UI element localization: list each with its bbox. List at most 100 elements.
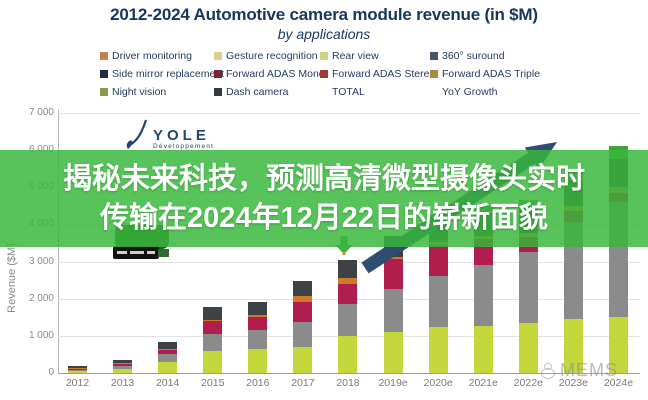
legend-swatch — [214, 52, 222, 60]
y-tick-label: 0 — [48, 367, 54, 378]
bar-segment-forward-adas-mono-2018 — [338, 283, 358, 305]
bar-2018 — [338, 0, 358, 400]
legend-swatch — [100, 70, 108, 78]
legend-item-360-suround: 360° suround — [430, 50, 505, 62]
x-tick-label-2016: 2016 — [246, 377, 270, 389]
camera-module-label — [113, 246, 159, 259]
x-tick-label-2012: 2012 — [65, 377, 90, 389]
bar-segment-driver-monitoring-2018 — [338, 278, 358, 284]
legend-item-dash-camera: Dash camera — [214, 86, 288, 98]
legend-label: Rear view — [332, 50, 379, 62]
legend-swatch — [214, 88, 222, 96]
bar-segment-forward-adas-mono-2012 — [68, 368, 87, 370]
legend-label: TOTAL — [332, 86, 365, 98]
bar-2016 — [248, 0, 268, 400]
bar-segment-rear-view-2012 — [68, 370, 87, 373]
bar-segment-rear-view-2018 — [338, 336, 358, 373]
legend-item-night-vision: Night vision — [100, 86, 166, 98]
yole-logo: YOLE Développement — [126, 118, 214, 150]
bar-segment-forward-adas-mono-2015 — [203, 321, 223, 335]
legend-item-driver-monitoring: Driver monitoring — [100, 50, 192, 62]
bar-segment-rear-view-2019e — [383, 332, 403, 373]
legend-swatch — [320, 52, 328, 60]
bar-segment-360-suround-2014 — [158, 354, 178, 362]
legend-swatch — [320, 70, 328, 78]
bar-segment-rear-view-2024e — [608, 317, 628, 373]
legend-label: Side mirror replacement — [112, 68, 225, 80]
x-tick-label-2019e: 2019e — [378, 377, 408, 389]
legend-label: YoY Growth — [442, 86, 498, 98]
bar-segment-driver-monitoring-2016 — [248, 314, 268, 318]
bar-segment-dash-camera-2016 — [248, 301, 268, 315]
legend-item-gesture-recognition: Gesture recognition — [214, 50, 318, 62]
legend-label: Night vision — [112, 86, 167, 98]
bar-segment-rear-view-2021e — [473, 325, 493, 373]
x-tick-label-2024e: 2024e — [603, 377, 634, 389]
x-tick-label-2022e: 2022e — [513, 377, 543, 389]
legend-item-side-mirror-replacement: Side mirror replacement — [100, 68, 224, 80]
gridline-7000 — [58, 113, 640, 115]
bar-segment-360-suround-2021e — [473, 265, 493, 326]
x-tick-label-2017: 2017 — [291, 377, 315, 389]
bar-segment-driver-monitoring-2019e — [383, 256, 403, 259]
legend-label: Forward ADAS Triple — [442, 68, 541, 80]
legend-item-forward-adas-triple: Forward ADAS Triple — [430, 68, 540, 80]
bar-segment-360-suround-2019e — [383, 289, 403, 333]
y-tick-label: 7 000 — [28, 107, 54, 119]
bar-segment-360-suround-2020e — [428, 275, 448, 328]
legend-label: Forward ADAS Mono — [226, 68, 325, 80]
legend-item-forward-adas-mono: Forward ADAS Mono — [214, 68, 325, 80]
legend-swatch — [100, 88, 108, 96]
bar-segment-rear-view-2020e — [428, 327, 448, 373]
y-tick-label: 1 000 — [28, 329, 54, 341]
bar-segment-rear-view-2013 — [113, 368, 133, 373]
bar-segment-driver-monitoring-2013 — [113, 362, 133, 364]
bar-segment-dash-camera-2015 — [203, 306, 223, 320]
bar-segment-360-suround-2018 — [338, 304, 358, 337]
legend-item-yoy-growth: YoY Growth — [430, 86, 497, 98]
bar-segment-dash-camera-2013 — [113, 360, 133, 363]
y-tick-label: 2 000 — [28, 292, 54, 304]
chart-title: 2012-2024 Automotive camera module reven… — [110, 5, 538, 24]
x-tick-label-2021e: 2021e — [468, 377, 498, 389]
legend-label: Dash camera — [226, 86, 289, 98]
bee-icon — [538, 362, 556, 379]
legend-item-forward-adas-stereo: Forward ADAS Stereo — [320, 68, 435, 80]
bar-2017 — [293, 0, 313, 400]
y-tick-label: 3 000 — [28, 255, 54, 267]
bar-segment-rear-view-2017 — [293, 347, 313, 373]
legend-swatch — [100, 52, 108, 60]
legend-item-rear-view: Rear view — [320, 50, 379, 62]
bar-segment-rear-view-2014 — [158, 361, 178, 373]
bar-segment-dash-camera-2018 — [338, 260, 358, 279]
x-tick-label-2013: 2013 — [110, 377, 135, 389]
bar-2012 — [68, 0, 87, 400]
bar-segment-forward-adas-mono-2017 — [293, 301, 313, 323]
bar-segment-forward-adas-mono-2016 — [248, 317, 268, 331]
bar-segment-360-suround-2012 — [68, 369, 87, 371]
bar-segment-driver-monitoring-2017 — [293, 296, 313, 302]
bar-segment-rear-view-2023e — [563, 318, 583, 373]
yole-swoosh-icon — [126, 119, 148, 149]
bar-2015 — [203, 0, 223, 400]
bar-segment-360-suround-2017 — [293, 322, 313, 347]
chart-subtitle: by applications — [277, 26, 371, 42]
y-tick-label: 6 000 — [12, 144, 54, 155]
bar-segment-driver-monitoring-2015 — [203, 319, 223, 322]
x-tick-label-2014: 2014 — [155, 377, 180, 389]
legend-label: Forward ADAS Stereo — [332, 68, 436, 80]
legend-item-total: TOTAL — [320, 86, 365, 98]
bar-segment-360-suround-2015 — [203, 334, 223, 352]
yole-logo-text: YOLE — [153, 127, 210, 144]
x-tick-label-2015: 2015 — [201, 377, 225, 389]
bar-segment-dash-camera-2017 — [293, 280, 313, 297]
x-axis-line — [58, 373, 640, 374]
bar-segment-forward-adas-mono-2014 — [158, 349, 178, 355]
bar-segment-360-suround-2022e — [518, 252, 538, 324]
banner-text-line1: 揭秘未来科技，预测高清微型摄像头实时 — [62, 162, 585, 195]
mems-watermark-text: MEMS — [560, 360, 618, 380]
legend-swatch — [430, 52, 438, 60]
x-tick-label-2023e: 2023e — [558, 377, 588, 389]
camera-module-connector — [158, 249, 169, 257]
